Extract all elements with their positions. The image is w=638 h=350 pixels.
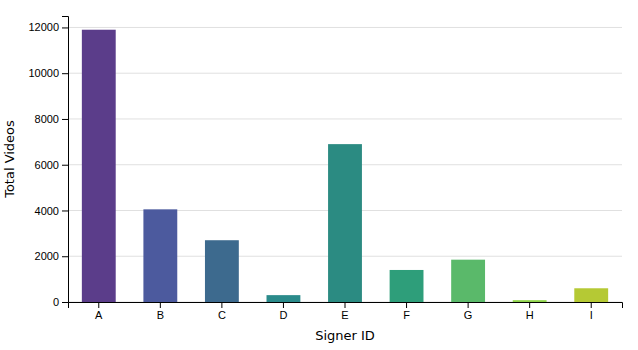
y-axis-line [62,17,69,303]
x-tick: A [95,302,103,321]
y-tick-label: 10000 [28,67,59,79]
x-tick-label: H [526,309,534,321]
bar [574,288,608,302]
bar [205,240,239,302]
y-tick-mark [62,210,68,211]
x-axis-line [69,303,623,309]
x-tick-mark [160,302,161,308]
x-axis: A B C D E F G H I [69,302,623,321]
y-tick-mark [62,27,68,28]
x-tick-label: A [95,309,103,321]
x-tick-label: B [157,309,164,321]
chart-svg: A B C D E F G H I 0 2000 4000 6000 8000 10000 12000 Sign… [0,0,638,350]
x-tick-label: E [341,309,348,321]
y-tick: 8000 [35,113,68,125]
bar [513,300,547,302]
x-tick-mark [529,302,530,308]
y-tick-label: 4000 [35,205,59,217]
x-tick: B [157,302,164,321]
y-axis-title: Total Videos [2,120,17,199]
grid-line [68,73,622,74]
y-tick-label: 6000 [35,159,59,171]
y-axis: 0 2000 4000 6000 8000 10000 12000 [28,17,68,309]
y-tick-mark [62,302,68,303]
x-tick-mark [283,302,284,308]
bar [143,209,177,302]
y-tick-mark [62,119,68,120]
y-tick-mark [62,73,68,74]
x-tick-mark [468,302,469,308]
x-tick-mark [98,302,99,308]
grid-line [68,27,622,28]
x-tick: D [279,302,287,321]
y-tick-label: 2000 [35,250,59,262]
bars [82,30,608,302]
x-tick: I [590,302,593,321]
x-tick-label: C [218,309,226,321]
bar [82,30,116,302]
x-tick-label: G [464,309,473,321]
x-tick-mark [591,302,592,308]
y-tick: 10000 [28,67,68,79]
grid [68,27,622,302]
x-tick: F [403,302,410,321]
y-tick: 2000 [35,250,68,262]
grid-line [68,118,622,119]
y-tick: 0 [53,296,68,308]
x-tick: C [218,302,226,321]
x-axis-title: Signer ID [315,328,375,343]
y-tick-label: 0 [53,296,59,308]
bar [267,295,301,302]
x-tick-label: I [590,309,593,321]
x-tick-mark [345,302,346,308]
y-tick: 4000 [35,205,68,217]
x-tick: G [464,302,473,321]
y-tick-label: 8000 [35,113,59,125]
y-tick: 6000 [35,159,68,171]
x-tick: E [341,302,348,321]
x-tick-label: F [403,309,410,321]
plot-area: A B C D E F G H I 0 2000 4000 6000 8000 10000 12000 Sign… [2,17,623,344]
x-tick-mark [406,302,407,308]
x-tick-label: D [279,309,287,321]
bar [328,144,362,302]
y-tick-label: 12000 [28,21,59,33]
y-tick-mark [62,165,68,166]
chart-container: A B C D E F G H I 0 2000 4000 6000 8000 10000 12000 Sign… [0,0,638,350]
bar [451,260,485,302]
y-tick-mark [62,256,68,257]
x-tick-mark [221,302,222,308]
bar [390,270,424,302]
y-tick: 12000 [28,21,68,33]
x-tick: H [526,302,534,321]
